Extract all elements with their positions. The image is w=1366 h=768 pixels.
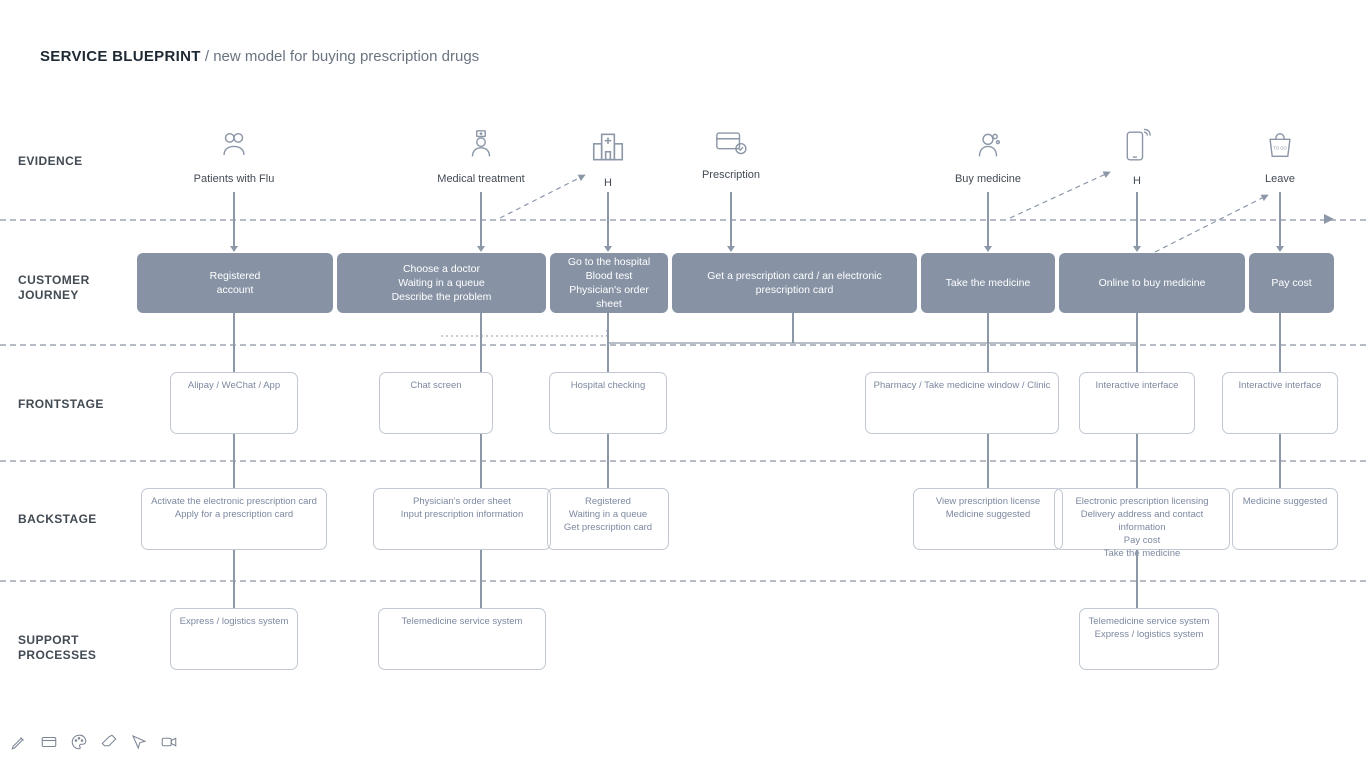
divider-backstage [0,580,1366,582]
journey-box-6: Pay cost [1249,253,1334,313]
divider-frontstage [0,460,1366,462]
title-bold: SERVICE BLUEPRINT [40,48,201,65]
support-box-2: Telemedicine service systemExpress / log… [1079,608,1219,670]
arrow-evidence-1 [477,246,485,252]
divider-evidence [0,219,1366,221]
conn-evidence-1 [480,192,481,250]
toolbar [10,733,178,756]
evidence-label: Prescription [671,169,791,181]
arrow-evidence-2 [604,246,612,252]
arrow-evidence-6 [1276,246,1284,252]
evidence-col-3: Prescription [671,128,791,181]
evidence-col-5: H [1077,128,1197,187]
conn-evidence-6 [1279,192,1280,250]
row-label-evidence: EVIDENCE [18,154,130,169]
backstage-box-5: Medicine suggested [1232,488,1338,550]
arrow-evidence-4 [984,246,992,252]
arrow-evidence-3 [727,246,735,252]
patient-icon [174,128,294,167]
hospital-icon [548,128,668,171]
frontstage-box-3: Pharmacy / Take medicine window / Clinic [865,372,1059,434]
cursor-icon[interactable] [130,733,148,756]
evidence-label: Patients with Flu [174,173,294,185]
journey-box-0: Registeredaccount [137,253,333,313]
title-rest: / new model for buying prescription drug… [201,48,479,65]
backstage-box-0: Activate the electronic prescription car… [141,488,327,550]
conn-evidence-5 [1136,192,1137,250]
evidence-label: Buy medicine [928,173,1048,185]
bag-icon: TO GO [1220,128,1340,167]
pencil-icon[interactable] [10,733,28,756]
video-icon[interactable] [160,733,178,756]
evidence-label: H [1077,175,1197,187]
prescription-icon [671,128,791,163]
svg-text:TO GO: TO GO [1273,145,1287,150]
frontstage-box-4: Interactive interface [1079,372,1195,434]
doctor-icon [421,128,541,167]
evidence-col-4: Buy medicine [928,128,1048,185]
backstage-box-4: Electronic prescription licensingDeliver… [1054,488,1230,550]
divider-journey [0,344,1366,346]
frontstage-box-2: Hospital checking [549,372,667,434]
evidence-col-2: H [548,128,668,189]
frontstage-box-0: Alipay / WeChat / App [170,372,298,434]
backstage-box-1: Physician's order sheetInput prescriptio… [373,488,551,550]
row-label-support: SUPPORTPROCESSES [18,633,130,663]
frontstage-box-5: Interactive interface [1222,372,1338,434]
eraser-icon[interactable] [100,733,118,756]
journey-box-2: Go to the hospitalBlood testPhysician's … [550,253,668,313]
journey-box-4: Take the medicine [921,253,1055,313]
support-box-1: Telemedicine service system [378,608,546,670]
journey-box-3: Get a prescription card / an electronicp… [672,253,917,313]
page-title: SERVICE BLUEPRINT / new model for buying… [40,48,479,65]
evidence-col-6: TO GO Leave [1220,128,1340,185]
backstage-box-3: View prescription licenseMedicine sugges… [913,488,1063,550]
journey-box-1: Choose a doctorWaiting in a queueDescrib… [337,253,546,313]
conn-evidence-3 [730,192,731,250]
evidence-col-1: Medical treatment [421,128,541,185]
evidence-label: Medical treatment [421,173,541,185]
support-box-0: Express / logistics system [170,608,298,670]
row-label-backstage: BACKSTAGE [18,512,130,527]
frontstage-box-1: Chat screen [379,372,493,434]
card-icon[interactable] [40,733,58,756]
row-label-journey: CUSTOMERJOURNEY [18,273,130,303]
arrow-evidence-0 [230,246,238,252]
conn-evidence-0 [233,192,234,250]
evidence-label: H [548,177,668,189]
medicine-icon [928,128,1048,167]
phone-icon [1077,128,1197,169]
conn-evidence-4 [987,192,988,250]
evidence-label: Leave [1220,173,1340,185]
row-label-frontstage: FRONTSTAGE [18,397,130,412]
backstage-box-2: RegisteredWaiting in a queueGet prescrip… [547,488,669,550]
palette-icon[interactable] [70,733,88,756]
journey-box-5: Online to buy medicine [1059,253,1245,313]
arrow-evidence-5 [1133,246,1141,252]
evidence-col-0: Patients with Flu [174,128,294,185]
conn-evidence-2 [607,192,608,250]
